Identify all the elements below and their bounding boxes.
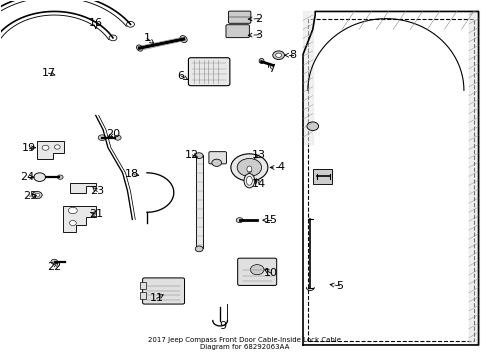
- Circle shape: [69, 221, 76, 226]
- Bar: [140, 292, 145, 299]
- FancyBboxPatch shape: [142, 278, 184, 304]
- FancyBboxPatch shape: [225, 25, 249, 38]
- Text: 14: 14: [251, 179, 265, 189]
- Circle shape: [32, 192, 42, 199]
- FancyBboxPatch shape: [237, 258, 276, 285]
- Circle shape: [68, 207, 77, 214]
- Text: 16: 16: [89, 18, 102, 28]
- Circle shape: [57, 175, 63, 179]
- Text: 21: 21: [88, 209, 102, 219]
- Circle shape: [195, 153, 203, 158]
- Circle shape: [35, 193, 40, 197]
- Circle shape: [98, 135, 106, 140]
- Polygon shape: [37, 141, 64, 159]
- Circle shape: [272, 51, 284, 59]
- Circle shape: [109, 35, 117, 41]
- Circle shape: [51, 259, 58, 264]
- Text: 6: 6: [177, 71, 184, 81]
- Text: 15: 15: [264, 215, 278, 225]
- Text: 9: 9: [219, 321, 225, 331]
- Circle shape: [236, 218, 243, 223]
- Text: 23: 23: [90, 186, 104, 197]
- Bar: [312, 169, 331, 184]
- Text: 11: 11: [149, 293, 163, 303]
- Text: 5: 5: [335, 281, 343, 291]
- Polygon shape: [63, 206, 96, 232]
- Text: 25: 25: [23, 191, 37, 201]
- Circle shape: [195, 246, 203, 252]
- Ellipse shape: [246, 176, 252, 185]
- Polygon shape: [70, 183, 96, 193]
- Text: 10: 10: [264, 268, 278, 278]
- Ellipse shape: [136, 45, 142, 51]
- Bar: [140, 282, 145, 289]
- Text: 13: 13: [252, 150, 265, 160]
- FancyBboxPatch shape: [228, 11, 250, 23]
- Ellipse shape: [259, 58, 264, 63]
- Circle shape: [230, 154, 267, 181]
- Text: 18: 18: [125, 168, 139, 179]
- Circle shape: [275, 53, 281, 57]
- Text: 17: 17: [41, 68, 56, 78]
- Circle shape: [306, 122, 318, 131]
- Text: 12: 12: [185, 150, 199, 160]
- Ellipse shape: [180, 36, 187, 42]
- Text: 2: 2: [255, 14, 262, 24]
- Ellipse shape: [246, 166, 251, 172]
- Ellipse shape: [244, 174, 254, 188]
- Circle shape: [126, 22, 134, 27]
- Text: 20: 20: [105, 129, 120, 139]
- Text: 24: 24: [20, 172, 35, 182]
- Text: 8: 8: [289, 50, 296, 60]
- Circle shape: [237, 158, 261, 176]
- FancyBboxPatch shape: [188, 58, 229, 86]
- Text: 4: 4: [277, 162, 284, 172]
- Circle shape: [250, 265, 264, 275]
- Circle shape: [34, 173, 45, 181]
- Circle shape: [211, 159, 221, 166]
- Text: 1: 1: [143, 33, 150, 43]
- Bar: [307, 19, 473, 341]
- Text: 7: 7: [267, 64, 274, 74]
- Text: 22: 22: [47, 262, 61, 272]
- Circle shape: [114, 135, 121, 140]
- FancyBboxPatch shape: [208, 152, 226, 164]
- Text: 19: 19: [22, 143, 36, 153]
- Circle shape: [54, 145, 60, 149]
- Bar: [195, 155, 203, 248]
- Text: 3: 3: [255, 30, 262, 40]
- Circle shape: [42, 145, 49, 150]
- Text: 2017 Jeep Compass Front Door Cable-Inside Lock Cable
Diagram for 68292063AA: 2017 Jeep Compass Front Door Cable-Insid…: [148, 337, 340, 350]
